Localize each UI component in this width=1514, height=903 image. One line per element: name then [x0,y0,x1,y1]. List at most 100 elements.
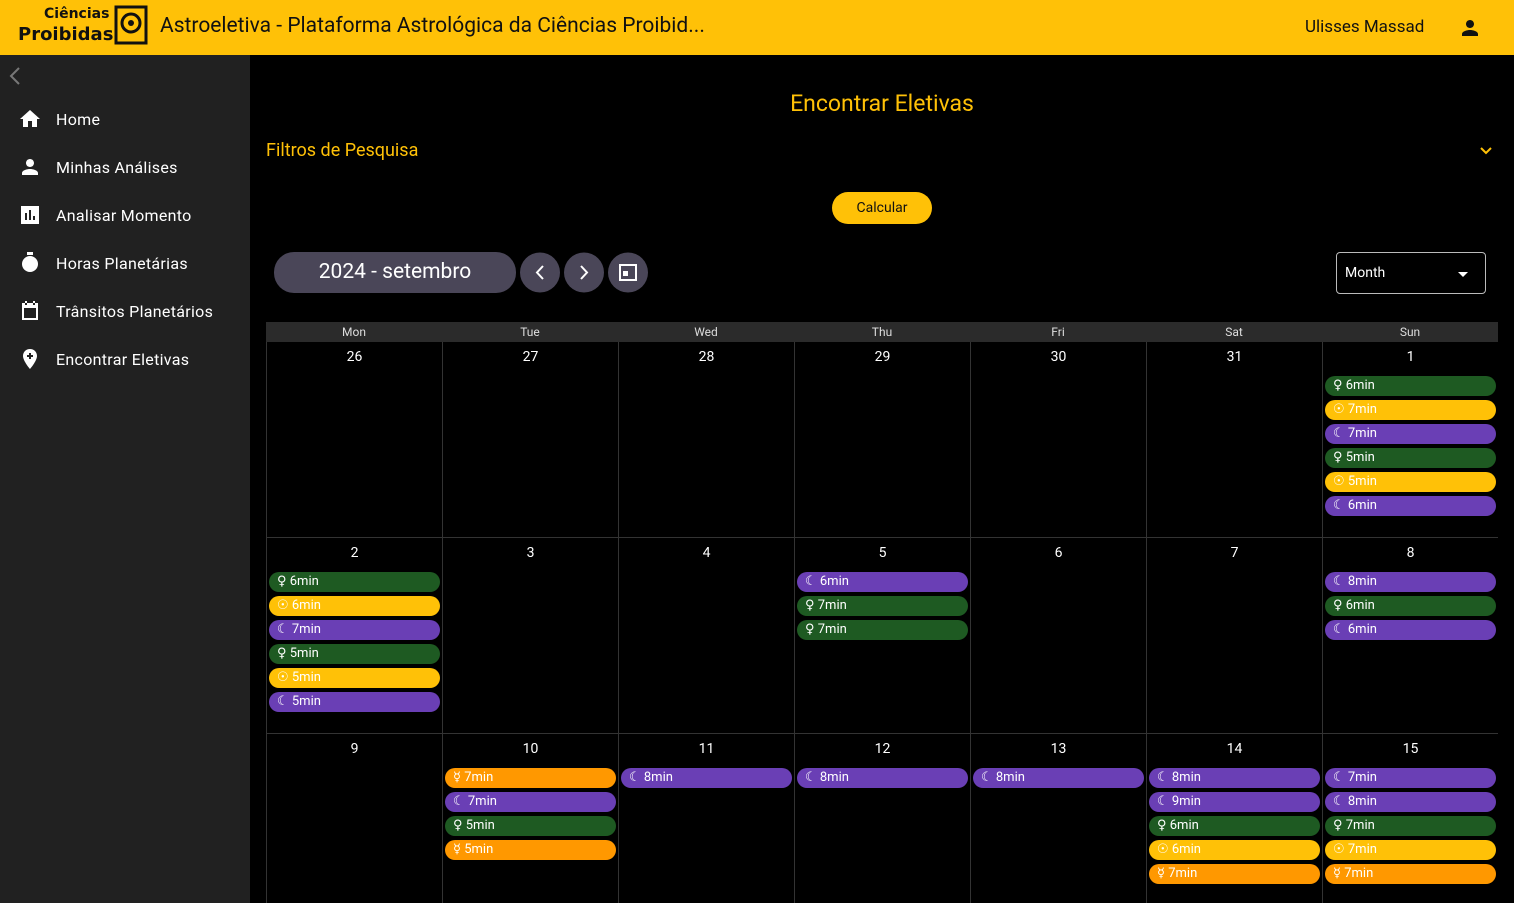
event[interactable]: ☾ 6min [1325,496,1496,516]
nav-item[interactable]: Home [0,99,250,139]
calculate-button[interactable]: Calcular [832,192,932,224]
event[interactable]: ☾ 8min [973,768,1144,788]
nav-label: Analisar Momento [56,205,192,225]
day-number: 13 [1050,741,1067,757]
day-cell[interactable]: 5 ☾ 6min ♀ 7min ♀ 7min [794,538,970,734]
day-cell[interactable]: 8 ☾ 8min ♀ 6min ☾ 6min [1322,538,1498,734]
day-cell[interactable]: 6 [970,538,1146,734]
logo-text: Ciências [44,6,110,22]
event[interactable]: ☾ 8min [1325,572,1496,592]
event[interactable]: ☿ 7min [445,768,616,788]
day-cell[interactable]: 10 ☿ 7min ☾ 7min ♀ 5min ☿ 5min [442,734,618,903]
day-cell[interactable]: 29 [794,342,970,538]
nav-item[interactable]: Minhas Análises [0,147,250,187]
event[interactable]: ☉ 5min [1325,472,1496,492]
event[interactable]: ♀ 6min [1325,596,1496,616]
event[interactable]: ♀ 6min [1149,816,1320,836]
day-cell[interactable]: 30 [970,342,1146,538]
day-cell[interactable]: 27 [442,342,618,538]
event[interactable]: ☉ 7min [1325,840,1496,860]
day-number: 30 [1050,349,1067,365]
event[interactable]: ☉ 6min [1149,840,1320,860]
day-number: 26 [346,349,363,365]
nav-item[interactable]: Horas Planetárias [0,243,250,283]
day-number: 2 [350,545,359,561]
nav-label: Minhas Análises [56,157,178,177]
prev-button[interactable] [520,252,560,293]
event[interactable]: ☾ 7min [1325,768,1496,788]
event[interactable]: ☾ 8min [797,768,968,788]
day-cell[interactable]: 2 ♀ 6min ☉ 6min ☾ 7min ♀ 5min ☉ 5min ☾ 5min [266,538,442,734]
event[interactable]: ☾ 7min [1325,424,1496,444]
day-number: 6 [1054,545,1063,561]
event[interactable]: ☾ 7min [445,792,616,812]
nav-label: Trânsitos Planetários [56,301,214,321]
day-number: 11 [698,741,715,757]
collapse-button[interactable] [6,65,24,87]
nav-buttons [520,252,648,293]
event[interactable]: ♀ 7min [797,620,968,640]
day-cell[interactable]: 28 [618,342,794,538]
event[interactable]: ☾ 6min [1325,620,1496,640]
nav-label: Encontrar Eletivas [56,349,190,369]
user-icon[interactable] [1458,16,1482,40]
event[interactable]: ☿ 7min [1325,864,1496,884]
today-button[interactable] [608,252,648,293]
event[interactable]: ♀ 5min [1325,448,1496,468]
event[interactable]: ☿ 7min [1149,864,1320,884]
day-cell[interactable]: 31 [1146,342,1322,538]
day-cell[interactable]: 12 ☾ 8min [794,734,970,903]
nav-item[interactable]: Encontrar Eletivas [0,339,250,379]
app-title: Astroeletiva - Plataforma Astrológica da… [160,14,705,38]
event[interactable]: ♀ 7min [797,596,968,616]
day-number: 27 [522,349,539,365]
day-cell[interactable]: 7 [1146,538,1322,734]
event[interactable]: ☿ 5min [445,840,616,860]
event[interactable]: ☾ 9min [1149,792,1320,812]
nav-label: Horas Planetárias [56,253,188,273]
day-cell[interactable]: 4 [618,538,794,734]
day-cell[interactable]: 11 ☾ 8min [618,734,794,903]
day-cell[interactable]: 26 [266,342,442,538]
day-number: 14 [1226,741,1243,757]
filters-header[interactable]: Filtros de Pesquisa [266,140,419,161]
event[interactable]: ☾ 8min [1149,768,1320,788]
view-label: Month [1345,265,1386,281]
event[interactable]: ♀ 6min [1325,376,1496,396]
event[interactable]: ♀ 5min [445,816,616,836]
event[interactable]: ☉ 7min [1325,400,1496,420]
day-number: 4 [702,545,711,561]
day-number: 15 [1402,741,1419,757]
day-cell[interactable]: 15 ☾ 7min ☾ 8min ♀ 7min ☉ 7min ☿ 7min [1322,734,1498,903]
day-cell[interactable]: 14 ☾ 8min ☾ 9min ♀ 6min ☉ 6min ☿ 7min [1146,734,1322,903]
weekday-header: Thu [794,322,970,342]
day-number: 7 [1230,545,1239,561]
event[interactable]: ♀ 7min [1325,816,1496,836]
day-cell[interactable]: 9 [266,734,442,903]
event[interactable]: ☾ 6min [797,572,968,592]
weekday-header: Sat [1146,322,1322,342]
user-name[interactable]: Ulisses Massad [1305,17,1425,37]
nav-item[interactable]: Trânsitos Planetários [0,291,250,331]
event[interactable]: ☾ 7min [269,620,440,640]
event[interactable]: ☉ 6min [269,596,440,616]
day-number: 5 [878,545,887,561]
page-title: Encontrar Eletivas [790,90,974,117]
day-cell[interactable]: 13 ☾ 8min [970,734,1146,903]
view-select[interactable]: Month [1336,252,1486,294]
event[interactable]: ♀ 6min [269,572,440,592]
day-cell[interactable]: 3 [442,538,618,734]
event[interactable]: ♀ 5min [269,644,440,664]
day-number: 31 [1226,349,1243,365]
expand-icon[interactable] [1477,142,1495,160]
day-number: 1 [1406,349,1415,365]
event[interactable]: ☉ 5min [269,668,440,688]
event[interactable]: ☾ 8min [621,768,792,788]
day-cell[interactable]: 1 ♀ 6min ☉ 7min ☾ 7min ♀ 5min ☉ 5min ☾ 6min [1322,342,1498,538]
event[interactable]: ☾ 5min [269,692,440,712]
nav-item[interactable]: Analisar Momento [0,195,250,235]
next-button[interactable] [564,252,604,293]
logo[interactable]: Ciências Proibidas [18,4,113,50]
event[interactable]: ☾ 8min [1325,792,1496,812]
